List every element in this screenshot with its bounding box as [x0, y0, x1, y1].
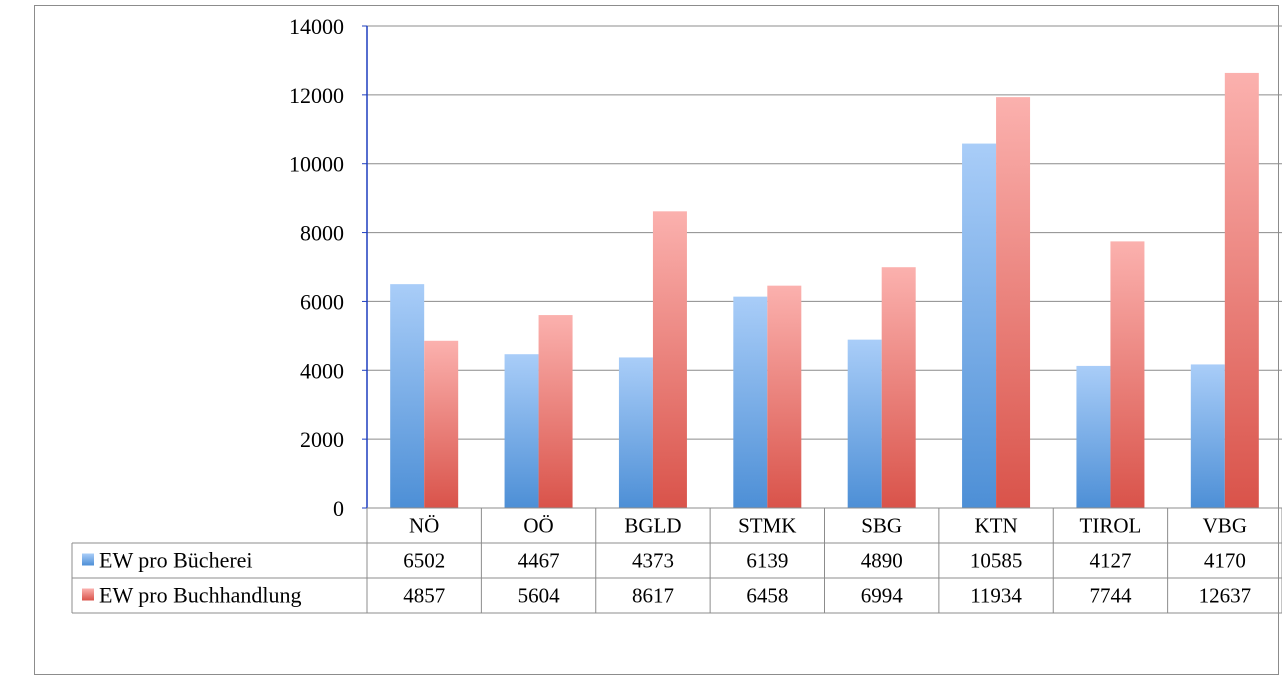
data-label: 5604 — [518, 584, 561, 608]
y-tick-label: 10000 — [289, 152, 344, 177]
bar-series-1 — [1076, 365, 1111, 508]
data-label: 6458 — [746, 584, 788, 608]
bar-series-2 — [767, 285, 802, 508]
bar-series-2 — [996, 97, 1031, 508]
data-label: 7744 — [1089, 584, 1132, 608]
bar-series-1 — [733, 296, 768, 508]
data-label: 6139 — [746, 549, 788, 573]
data-table: NÖ OÖ BGLD STMK SBG KTN TIROL VBG EW pro Büchere… — [71, 507, 1282, 614]
y-tick-label: 8000 — [300, 221, 344, 246]
category-label: STMK — [738, 514, 796, 538]
category-label: SBG — [861, 514, 902, 538]
data-label: 10585 — [970, 549, 1023, 573]
category-label: BGLD — [624, 514, 681, 538]
legend-key — [82, 588, 94, 601]
bar-series-1 — [847, 339, 882, 508]
bar-series-2 — [424, 340, 459, 508]
data-label: 4127 — [1089, 549, 1131, 573]
bar-series-2 — [1110, 241, 1145, 509]
data-label: 11934 — [970, 584, 1022, 608]
y-axis: 0 2000 4000 6000 8000 10000 12000 14000 — [289, 14, 368, 521]
legend-label: EW pro Buchhandlung — [99, 583, 301, 608]
category-label: TIROL — [1080, 514, 1142, 538]
bar-series-1 — [390, 284, 425, 508]
legend-label: EW pro Bücherei — [99, 548, 253, 573]
bar-series-2 — [652, 211, 687, 509]
data-label: 4373 — [632, 549, 674, 573]
bar-series-2 — [881, 267, 916, 508]
category-label: VBG — [1203, 514, 1247, 538]
category-label: OÖ — [523, 514, 553, 538]
data-label: 12637 — [1199, 584, 1252, 608]
legend-key — [82, 553, 94, 566]
y-tick-label: 2000 — [300, 427, 344, 452]
y-tick-label: 12000 — [289, 83, 344, 108]
category-label: NÖ — [409, 514, 439, 538]
bar-series-1 — [962, 143, 997, 508]
bar-series-1 — [1190, 364, 1225, 508]
y-tick-label: 4000 — [300, 358, 344, 383]
category-label: KTN — [974, 514, 1017, 538]
data-label: 4170 — [1204, 549, 1246, 573]
y-tick-label: 14000 — [289, 14, 344, 39]
data-label: 4857 — [403, 584, 445, 608]
data-label: 8617 — [632, 584, 674, 608]
bar-series-2 — [1224, 72, 1259, 508]
data-label: 6502 — [403, 549, 445, 573]
data-label: 4467 — [518, 549, 560, 573]
y-tick-label: 6000 — [300, 289, 344, 314]
bar-series-1 — [618, 357, 653, 508]
gridlines — [367, 25, 1282, 440]
y-tick-label: 0 — [333, 496, 344, 521]
bar-series-2 — [538, 315, 573, 508]
data-label: 6994 — [861, 584, 904, 608]
bar-series-1 — [504, 354, 539, 508]
data-label: 4890 — [861, 549, 903, 573]
bars — [390, 72, 1259, 509]
